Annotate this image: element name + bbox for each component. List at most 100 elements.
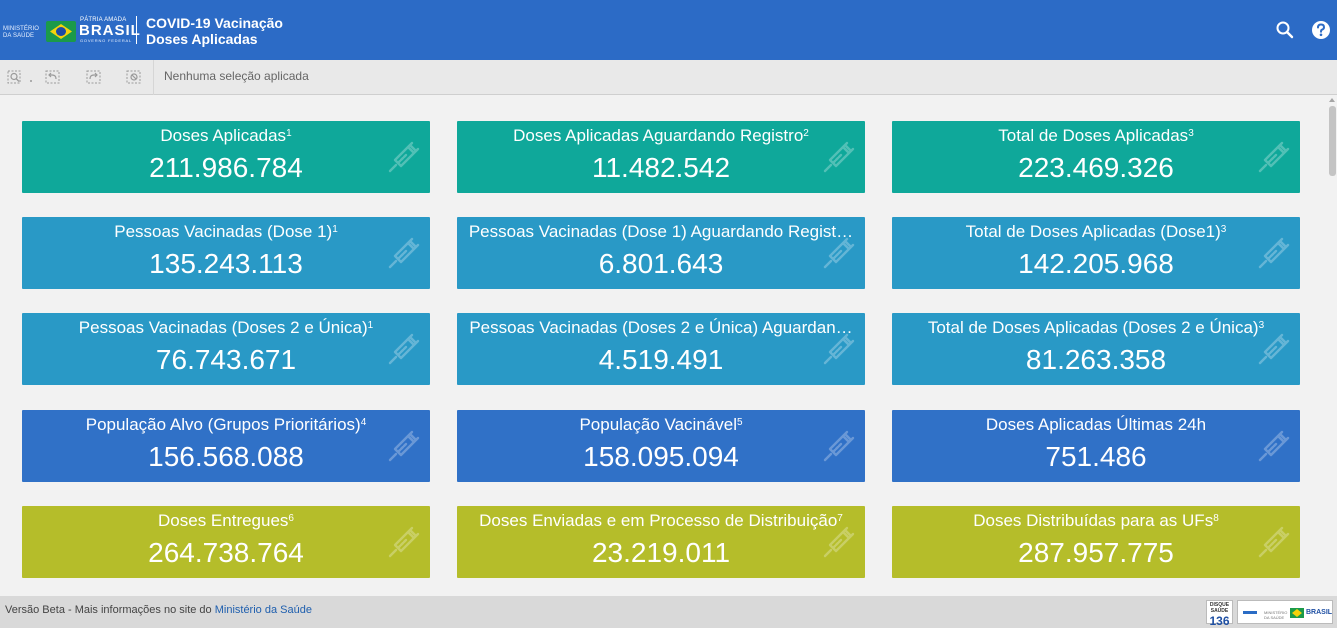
syringe-icon bbox=[388, 141, 420, 173]
selections-tool-button[interactable] bbox=[6, 68, 24, 86]
arrow-icon bbox=[1243, 611, 1257, 614]
kpi-card[interactable]: Doses Entregues6 264.738.764 bbox=[22, 506, 430, 578]
kpi-card[interactable]: Pessoas Vacinadas (Doses 2 e Única)1 76.7… bbox=[22, 313, 430, 385]
header-divider bbox=[136, 16, 137, 44]
toolbar-dot bbox=[27, 68, 35, 86]
syringe-icon bbox=[388, 333, 420, 365]
kpi-card-title: Doses Distribuídas para as UFs8 bbox=[892, 511, 1300, 531]
kpi-card-title-text: Doses Enviadas e em Processo de Distribu… bbox=[479, 511, 838, 530]
kpi-card-title: Pessoas Vacinadas (Doses 2 e Única) Agua… bbox=[457, 318, 865, 338]
kpi-card[interactable]: Total de Doses Aplicadas3 223.469.326 bbox=[892, 121, 1300, 193]
clear-selections-icon bbox=[126, 70, 141, 84]
government-logo: MINISTÉRIO DA SAÚDE PÁTRIA AMADA BRASIL … bbox=[0, 0, 140, 60]
selection-status: Nenhuma seleção aplicada bbox=[164, 69, 309, 83]
kpi-card-footnote: 8 bbox=[1213, 513, 1219, 524]
kpi-card-footnote: 1 bbox=[332, 224, 338, 235]
kpi-card-title-text: Total de Doses Aplicadas (Doses 2 e Únic… bbox=[927, 318, 1259, 337]
ministerio-link[interactable]: Ministério da Saúde bbox=[214, 604, 312, 616]
logo-governo-text: GOVERNO FEDERAL bbox=[80, 38, 133, 43]
app-header: MINISTÉRIO DA SAÚDE PÁTRIA AMADA BRASIL … bbox=[0, 0, 1337, 60]
kpi-card-title: Pessoas Vacinadas (Dose 1) Aguardando Re… bbox=[457, 222, 865, 242]
kpi-card-value: 287.957.775 bbox=[1018, 537, 1174, 568]
kpi-card-title: Total de Doses Aplicadas3 bbox=[892, 126, 1300, 146]
kpi-card-footnote: 4 bbox=[360, 417, 367, 428]
help-button[interactable] bbox=[1310, 19, 1332, 41]
kpi-card-title: Doses Enviadas e em Processo de Distribu… bbox=[457, 511, 865, 531]
kpi-card-title-text: Doses Distribuídas para as UFs bbox=[973, 511, 1214, 530]
kpi-card[interactable]: Pessoas Vacinadas (Dose 1) Aguardando Re… bbox=[457, 217, 865, 289]
help-icon bbox=[1312, 21, 1330, 39]
selection-toolbar: Nenhuma seleção aplicada bbox=[0, 60, 1337, 95]
kpi-card-value: 76.743.671 bbox=[155, 344, 297, 375]
kpi-card-title-text: Doses Aplicadas Aguardando Registro bbox=[513, 126, 804, 145]
kpi-card-title-text: Doses Aplicadas Últimas 24h bbox=[985, 415, 1207, 434]
kpi-card[interactable]: População Vacinável5 158.095.094 bbox=[457, 410, 865, 482]
footer-brand-logo: MINISTÉRIO DA SAÚDE BRASIL bbox=[1237, 600, 1333, 624]
step-forward-icon bbox=[86, 70, 101, 84]
kpi-card-title: Pessoas Vacinadas (Dose 1)1 bbox=[22, 222, 430, 242]
syringe-icon bbox=[388, 237, 420, 269]
search-button[interactable] bbox=[1274, 19, 1296, 41]
syringe-icon bbox=[823, 430, 855, 462]
logo-ministerio-text: MINISTÉRIO DA SAÚDE bbox=[3, 26, 40, 39]
syringe-icon bbox=[1258, 430, 1290, 462]
footer-brand-ministerio: MINISTÉRIO DA SAÚDE bbox=[1264, 610, 1288, 620]
kpi-card[interactable]: Doses Distribuídas para as UFs8 287.957.7… bbox=[892, 506, 1300, 578]
scroll-up-icon[interactable] bbox=[1329, 98, 1335, 102]
step-back-icon bbox=[45, 70, 60, 84]
app-title-line1: COVID-19 Vacinação bbox=[146, 15, 283, 31]
footer-brand-brasil: BRASIL bbox=[1306, 609, 1333, 616]
kpi-card-title: Doses Aplicadas Aguardando Registro2 bbox=[457, 126, 865, 146]
kpi-card-title-text: População Vacinável bbox=[579, 415, 737, 434]
kpi-card-footnote: 3 bbox=[1220, 224, 1227, 235]
kpi-card-title-text: Pessoas Vacinadas (Dose 1) bbox=[114, 222, 333, 241]
kpi-card-title: Pessoas Vacinadas (Doses 2 e Única)1 bbox=[22, 318, 430, 338]
footer-text: Versão Beta - Mais informações no site d… bbox=[5, 604, 312, 616]
kpi-card[interactable]: Doses Aplicadas Aguardando Registro2 11.4… bbox=[457, 121, 865, 193]
kpi-card[interactable]: Pessoas Vacinadas (Dose 1)1 135.243.113 bbox=[22, 217, 430, 289]
toolbar-divider bbox=[153, 60, 154, 95]
scroll-thumb[interactable] bbox=[1329, 106, 1336, 176]
kpi-card-footnote: 1 bbox=[286, 128, 292, 139]
kpi-card[interactable]: Total de Doses Aplicadas (Dose1)3 142.205… bbox=[892, 217, 1300, 289]
syringe-icon bbox=[1258, 333, 1290, 365]
app-title-line2: Doses Aplicadas bbox=[146, 31, 258, 47]
syringe-icon bbox=[1258, 526, 1290, 558]
kpi-card-value: 6.801.643 bbox=[598, 248, 724, 279]
brazil-flag-icon bbox=[46, 21, 76, 42]
step-forward-button[interactable] bbox=[85, 68, 103, 86]
kpi-card-value: 81.263.358 bbox=[1025, 344, 1167, 375]
kpi-card[interactable]: Doses Aplicadas1 211.986.784 bbox=[22, 121, 430, 193]
kpi-card-value: 223.469.326 bbox=[1018, 152, 1174, 183]
kpi-card-title: População Alvo (Grupos Prioritários)4 bbox=[22, 415, 430, 435]
kpi-card-value: 751.486 bbox=[1045, 441, 1147, 472]
dot-icon bbox=[30, 80, 32, 82]
kpi-card-footnote: 3 bbox=[1258, 320, 1265, 331]
kpi-card[interactable]: População Alvo (Grupos Prioritários)4 156… bbox=[22, 410, 430, 482]
disque-number: 136 bbox=[1209, 614, 1230, 628]
syringe-icon bbox=[823, 141, 855, 173]
search-icon bbox=[1276, 21, 1294, 39]
logo-brasil-text: BRASIL bbox=[79, 22, 141, 39]
kpi-card-value: 264.738.764 bbox=[148, 537, 304, 568]
kpi-card-value: 142.205.968 bbox=[1018, 248, 1174, 279]
kpi-card[interactable]: Doses Aplicadas Últimas 24h 751.486 bbox=[892, 410, 1300, 482]
kpi-card[interactable]: Doses Enviadas e em Processo de Distribu… bbox=[457, 506, 865, 578]
kpi-card-value: 156.568.088 bbox=[148, 441, 304, 472]
step-back-button[interactable] bbox=[44, 68, 62, 86]
kpi-card-footnote: 5 bbox=[736, 417, 743, 428]
kpi-card-footnote: 6 bbox=[288, 513, 294, 524]
kpi-card-value: 211.986.784 bbox=[149, 152, 303, 183]
kpi-card-title: Total de Doses Aplicadas (Dose1)3 bbox=[892, 222, 1300, 242]
kpi-card[interactable]: Pessoas Vacinadas (Doses 2 e Única) Agua… bbox=[457, 313, 865, 385]
kpi-card-title-text: Doses Aplicadas bbox=[160, 126, 287, 145]
kpi-card-title-text: Pessoas Vacinadas (Doses 2 e Única) Agua… bbox=[469, 318, 853, 337]
clear-selections-button[interactable] bbox=[125, 68, 143, 86]
kpi-card[interactable]: Total de Doses Aplicadas (Doses 2 e Únic… bbox=[892, 313, 1300, 385]
syringe-icon bbox=[1258, 237, 1290, 269]
footer: Versão Beta - Mais informações no site d… bbox=[0, 596, 1337, 628]
vertical-scrollbar[interactable] bbox=[1328, 96, 1337, 596]
disque-saude-badge: DISQUE SAÚDE 136 bbox=[1206, 600, 1233, 628]
selections-tool-icon bbox=[7, 70, 21, 84]
kpi-card-footnote: 3 bbox=[1188, 128, 1194, 139]
